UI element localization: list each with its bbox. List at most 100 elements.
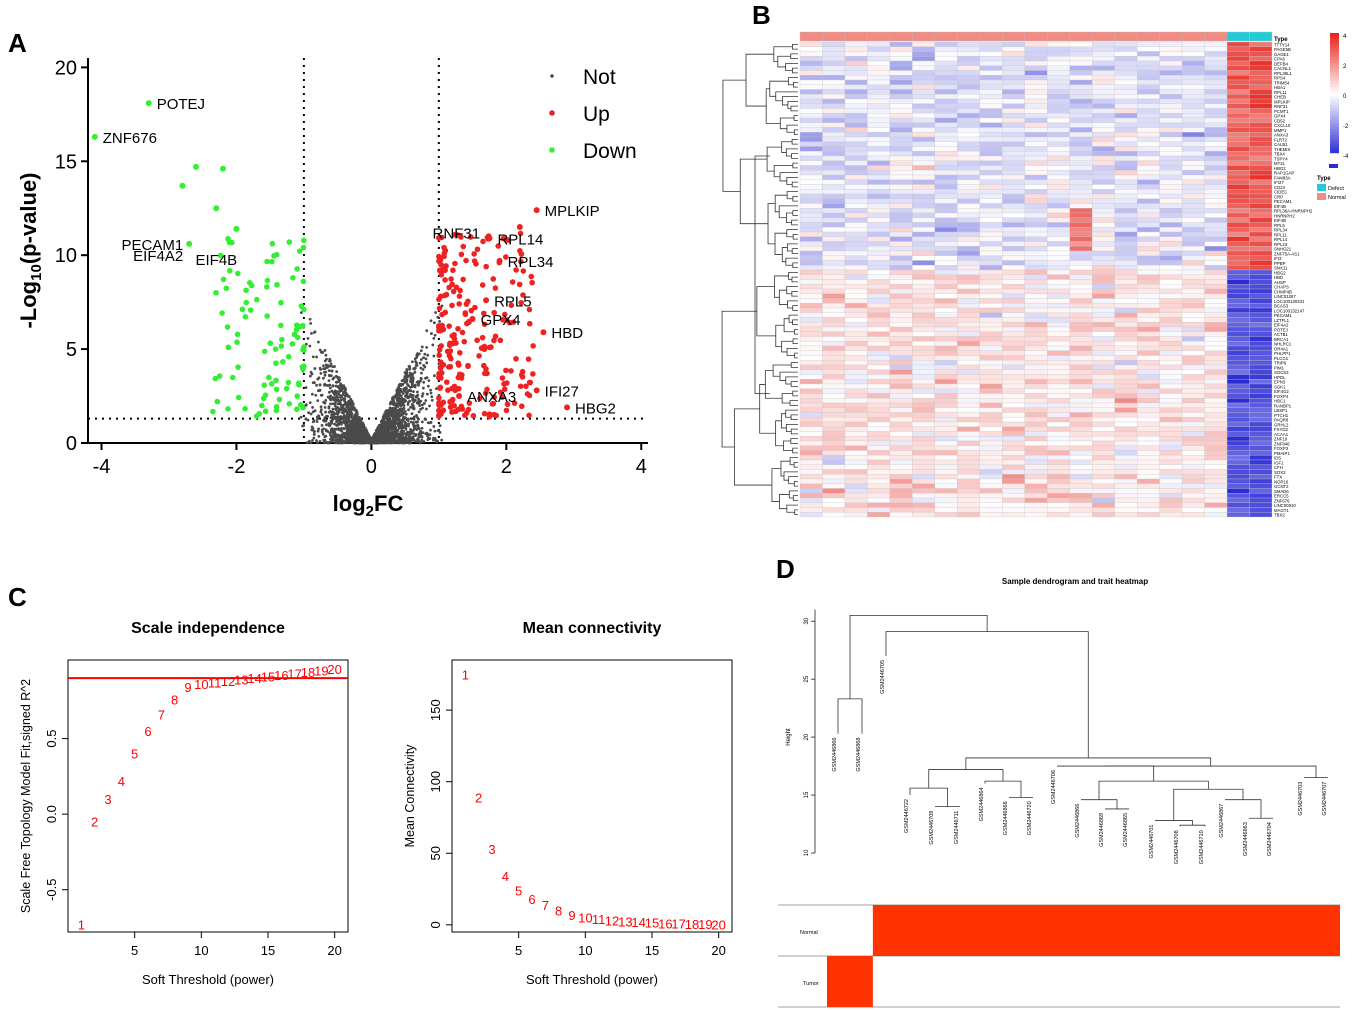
heatmap-cell: [1159, 117, 1183, 123]
point-not: [432, 354, 436, 358]
heatmap-cell: [1069, 117, 1093, 123]
heatmap-cell: [889, 407, 913, 413]
heatmap-cell: [1204, 326, 1228, 332]
heatmap-cell: [889, 236, 913, 242]
heatmap-cell: [957, 70, 980, 76]
heatmap-cell: [934, 222, 958, 228]
point-not: [391, 413, 395, 417]
point-up: [457, 287, 463, 294]
point-down: [219, 165, 226, 172]
heatmap-cell: [1069, 217, 1093, 223]
heatmap-cell: [799, 274, 823, 280]
heatmap-cell: [1249, 336, 1273, 342]
heatmap-cell: [1204, 79, 1228, 85]
heatmap-cell: [1204, 355, 1228, 361]
heatmap-cell: [867, 364, 891, 370]
point-not: [405, 418, 409, 421]
y-tick-label: 0: [66, 433, 77, 455]
point-down: [253, 296, 260, 303]
heatmap-cell: [912, 374, 936, 380]
heatmap-cell: [1092, 393, 1115, 399]
heatmap-cell: [844, 155, 868, 161]
heatmap-cell: [799, 336, 823, 342]
point-not: [430, 395, 434, 399]
heatmap-cell: [912, 469, 936, 475]
point-down: [247, 307, 254, 313]
annotation-cell: [799, 31, 823, 42]
heatmap-cell: [844, 98, 868, 104]
heatmap-cell: [822, 284, 846, 290]
heatmap-cell: [1136, 307, 1160, 313]
point-not: [329, 437, 332, 441]
heatmap-cell: [799, 165, 823, 171]
heatmap-cell: [1204, 450, 1228, 456]
heatmap-cell: [979, 250, 1003, 256]
heatmap-cell: [1181, 160, 1205, 166]
heatmap-cell: [1002, 51, 1025, 57]
heatmap-cell: [1136, 141, 1160, 147]
point-not: [317, 434, 321, 438]
heatmap-cell: [1024, 269, 1048, 275]
heatmap-cell: [1226, 364, 1250, 370]
heatmap-cell: [912, 75, 936, 81]
point-not: [323, 401, 327, 405]
heatmap-cell: [912, 440, 936, 446]
heatmap-cell: [1114, 155, 1138, 161]
heatmap-cell: [979, 193, 1003, 199]
heatmap-cell: [799, 345, 823, 351]
heatmap-cell: [1114, 132, 1138, 138]
point-down: [272, 346, 279, 352]
heatmap-cell: [1249, 255, 1273, 261]
point-not: [315, 420, 319, 423]
heatmap-cell: [889, 265, 913, 271]
heatmap-cell: [1114, 303, 1138, 309]
heatmap-cell: [1002, 450, 1025, 456]
heatmap-cell: [844, 431, 868, 437]
heatmap-cell: [1204, 141, 1228, 147]
heatmap-cell: [1204, 227, 1228, 233]
heatmap-cell: [889, 312, 913, 318]
heatmap-cell: [1226, 279, 1250, 285]
heatmap-cell: [1136, 84, 1160, 90]
heatmap-cell: [799, 445, 823, 451]
point-up: [530, 343, 536, 349]
heatmap-cell: [1136, 170, 1160, 176]
heatmap-cell: [1226, 431, 1250, 437]
heatmap-cell: [934, 51, 958, 57]
heatmap-cell: [1069, 79, 1093, 85]
point-not: [360, 438, 364, 441]
heatmap-cell: [844, 198, 868, 204]
annotation-cell: [1024, 31, 1048, 42]
heatmap-cell: [1092, 398, 1115, 404]
heatmap-cell: [1092, 331, 1115, 337]
heatmap-cell: [1226, 355, 1250, 361]
heatmap-cell: [1069, 464, 1093, 470]
heatmap-cell: [1002, 474, 1025, 480]
point-not: [324, 419, 328, 423]
point-not: [391, 422, 394, 426]
heatmap-cell: [844, 393, 868, 399]
heatmap-cell: [799, 56, 823, 62]
point-up: [458, 251, 465, 258]
point-not: [371, 436, 375, 439]
point-down: [261, 382, 268, 388]
point-not: [304, 417, 308, 421]
heatmap-cell: [1136, 56, 1160, 62]
heatmap-cell: [1069, 488, 1093, 494]
point-not: [333, 402, 337, 406]
heatmap-cell: [979, 355, 1003, 361]
point-down: [300, 405, 306, 411]
heatmap-cell: [1024, 431, 1048, 437]
heatmap-cell: [1249, 331, 1273, 337]
heatmap-cell: [1114, 265, 1138, 271]
heatmap-cell: [889, 70, 913, 76]
heatmap-cell: [1181, 260, 1205, 266]
heatmap-cell: [889, 212, 913, 218]
point-down: [253, 413, 260, 419]
heatmap-cell: [1249, 56, 1273, 62]
heatmap-cell: [1249, 46, 1273, 52]
point-not: [320, 393, 324, 397]
heatmap-cell: [1047, 303, 1070, 309]
heatmap-cell: [912, 341, 936, 347]
heatmap-cell: [1024, 46, 1048, 52]
